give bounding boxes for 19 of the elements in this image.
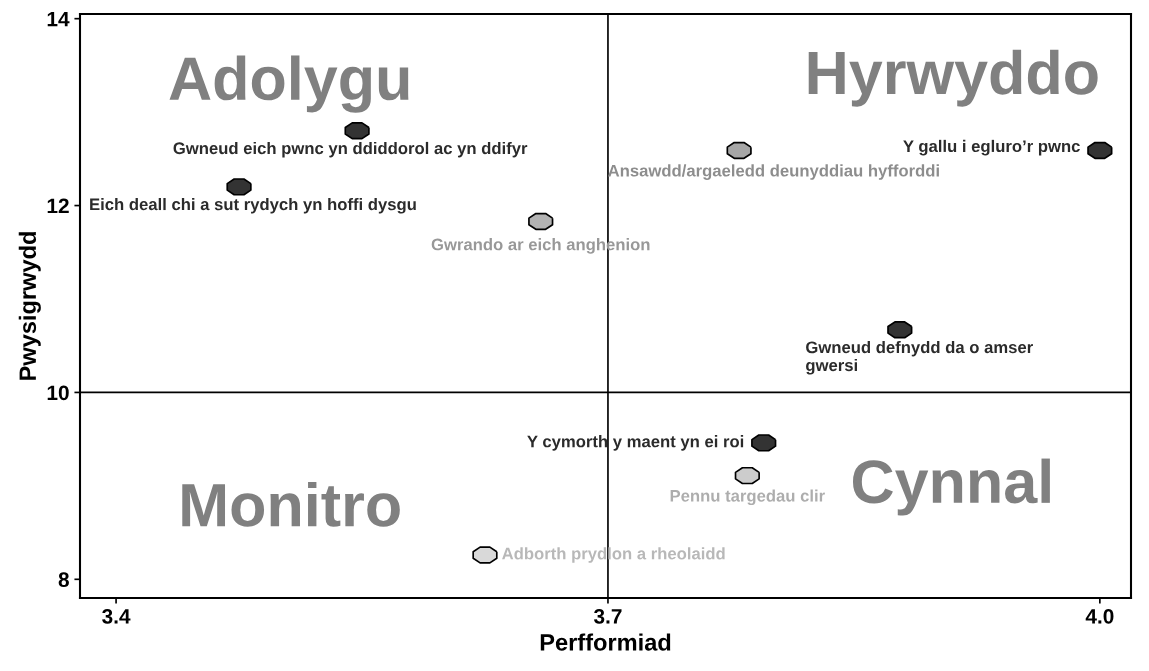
x-tick-label: 3.4	[102, 608, 131, 624]
y-axis-title: Pwysigrwydd	[18, 232, 41, 380]
series-label: Y gallu i egluro’r pwnc	[903, 139, 1080, 156]
series-label: Y cymorth y maent yn ei roi	[527, 435, 744, 451]
x-tick-label: 3.7	[593, 608, 622, 624]
series-label: Pennu targedau clir	[670, 489, 825, 506]
y-tick-label: 12	[47, 198, 69, 214]
y-tick-label: 10	[47, 385, 69, 401]
y-tick-label: 14	[47, 11, 70, 27]
y-tick-label: 8	[58, 572, 69, 588]
annotation: Hyrwyddo	[808, 49, 1098, 107]
annotation: Monitro	[182, 481, 400, 527]
series-label: Gwneud defnydd da o amser gwersi	[806, 340, 1033, 375]
x-tick-label: 4.0	[1085, 608, 1114, 624]
series-label: Gwneud eich pwnc yn ddiddorol ac yn ddifyr	[173, 141, 528, 158]
series-label: Eich deall chi a sut rydych yn hoffi dysgu	[90, 197, 416, 214]
annotation: Cynnal	[852, 458, 1050, 516]
x-axis-title: Perfformiad	[540, 633, 671, 651]
annotation: Adolygu	[169, 55, 409, 113]
